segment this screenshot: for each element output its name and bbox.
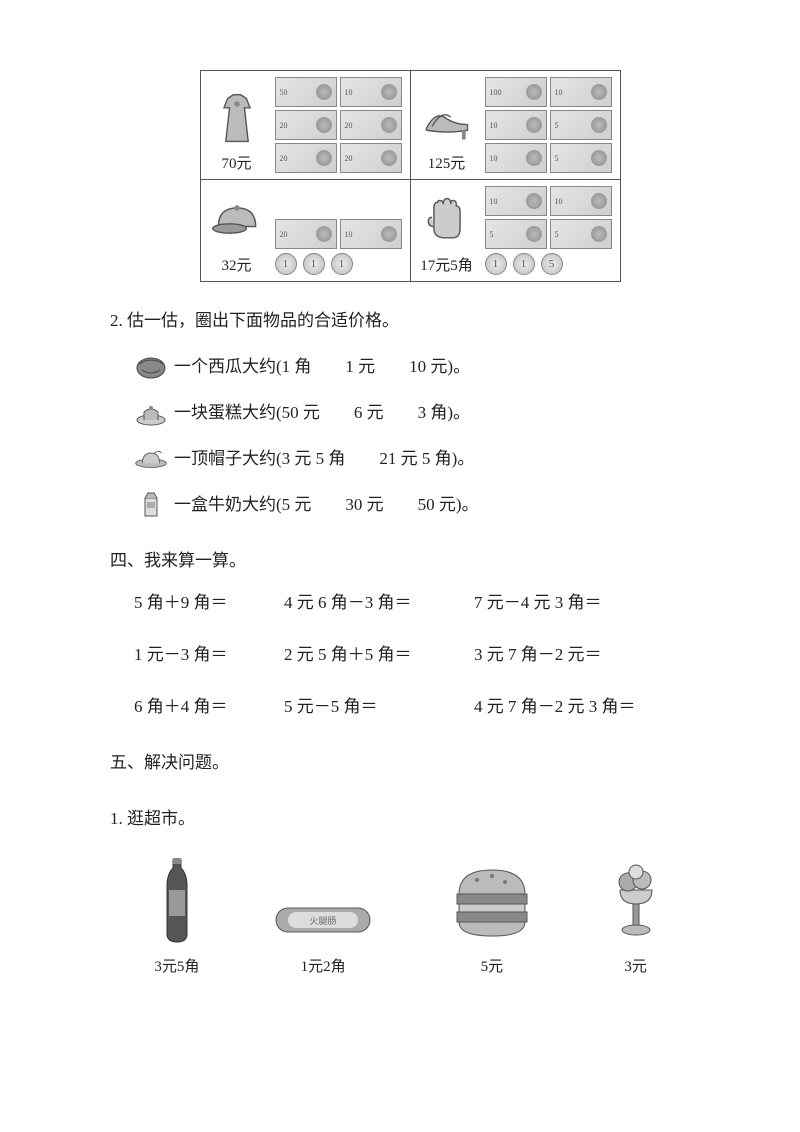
section-4-title: 四、我来算一算。 <box>110 544 710 578</box>
q2-text: 一块蛋糕大约(50 元 6 元 3 角)。 <box>174 396 470 430</box>
cake-icon <box>134 398 168 428</box>
milk-icon <box>134 490 168 520</box>
bill: 10 <box>340 77 402 107</box>
bill: 10 <box>485 186 547 216</box>
coin-icon: 1 <box>513 253 535 275</box>
shop-row: 3元5角 火腿肠 1元2角 5元 <box>110 856 710 982</box>
burger-icon <box>447 856 537 946</box>
bill: 5 <box>550 219 612 249</box>
coin-icon: 5 <box>541 253 563 275</box>
calc-expr: 4 元 7 角－2 元 3 角＝ <box>474 690 694 724</box>
cell-cap: 32元 20 10 1 1 1 <box>200 180 410 282</box>
coin-icon: 1 <box>303 253 325 275</box>
q2-line-hat: 一顶帽子大约(3 元 5 角 21 元 5 角)。 <box>134 442 710 476</box>
bill: 100 <box>485 77 547 107</box>
q2-text: 一个西瓜大约(1 角 1 元 10 元)。 <box>174 350 470 384</box>
coin-icon: 1 <box>331 253 353 275</box>
hat-icon <box>134 444 168 474</box>
calc-row: 5 角＋9 角＝ 4 元 6 角－3 角＝ 7 元－4 元 3 角＝ <box>134 586 710 620</box>
price-label: 3元5角 <box>154 952 199 982</box>
calc-row: 6 角＋4 角＝ 5 元－5 角＝ 4 元 7 角－2 元 3 角＝ <box>134 690 710 724</box>
svg-text:火腿肠: 火腿肠 <box>310 916 337 926</box>
bill: 20 <box>340 143 402 173</box>
calc-expr: 1 元－3 角＝ <box>134 638 284 672</box>
cell-gloves: 17元5角 10 10 5 5 1 1 5 <box>410 180 620 282</box>
calc-expr: 7 元－4 元 3 角＝ <box>474 586 694 620</box>
bills-gloves: 10 10 5 5 <box>485 186 612 249</box>
dress-icon <box>209 91 265 147</box>
bill: 50 <box>275 77 337 107</box>
sausage-icon: 火腿肠 <box>268 856 378 946</box>
cola-icon <box>157 856 197 946</box>
calc-expr: 4 元 6 角－3 角＝ <box>284 586 474 620</box>
cell-dress: 70元 50 10 20 20 20 20 <box>200 71 410 180</box>
bill: 10 <box>550 77 612 107</box>
bill: 5 <box>550 110 612 140</box>
bill: 10 <box>485 110 547 140</box>
calc-expr: 6 角＋4 角＝ <box>134 690 284 724</box>
q2-lead: 2. 估一估，圈出下面物品的合适价格。 <box>110 304 710 338</box>
price-label: 1元2角 <box>301 952 346 982</box>
shop-item-sausage: 火腿肠 1元2角 <box>268 856 378 982</box>
calc-row: 1 元－3 角＝ 2 元 5 角＋5 角＝ 3 元 7 角－2 元＝ <box>134 638 710 672</box>
section-5-title: 五、解决问题。 <box>110 746 710 780</box>
shop-item-cola: 3元5角 <box>154 856 199 982</box>
bill: 20 <box>275 143 337 173</box>
shop-item-icecream: 3元 <box>606 856 666 982</box>
price-label: 3元 <box>624 952 647 982</box>
section-5: 五、解决问题。 1. 逛超市。 3元5角 火腿肠 1元2角 <box>110 746 710 982</box>
calc-expr: 5 角＋9 角＝ <box>134 586 284 620</box>
coins-cap: 1 1 1 <box>275 249 402 275</box>
gloves-icon <box>419 193 475 249</box>
bill: 20 <box>340 110 402 140</box>
price-table: 70元 50 10 20 20 20 20 <box>200 70 621 282</box>
shoes-icon <box>419 91 475 147</box>
calc-expr: 5 元－5 角＝ <box>284 690 474 724</box>
price-label: 32元 <box>221 252 251 275</box>
q2-line-cake: 一块蛋糕大约(50 元 6 元 3 角)。 <box>134 396 710 430</box>
bills-shoes: 100 10 10 5 10 5 <box>485 77 612 173</box>
bill: 5 <box>485 219 547 249</box>
price-label: 125元 <box>428 150 466 173</box>
coins-gloves: 1 1 5 <box>485 249 612 275</box>
price-label: 5元 <box>481 952 504 982</box>
section-4: 四、我来算一算。 5 角＋9 角＝ 4 元 6 角－3 角＝ 7 元－4 元 3… <box>110 544 710 724</box>
bill: 5 <box>550 143 612 173</box>
cap-icon <box>209 193 265 249</box>
calc-expr: 3 元 7 角－2 元＝ <box>474 638 694 672</box>
bills-cap: 20 10 <box>275 219 402 249</box>
icecream-icon <box>606 856 666 946</box>
q2-line-watermelon: 一个西瓜大约(1 角 1 元 10 元)。 <box>134 350 710 384</box>
price-label: 17元5角 <box>420 252 473 275</box>
coin-icon: 1 <box>275 253 297 275</box>
calc-expr: 2 元 5 角＋5 角＝ <box>284 638 474 672</box>
cell-shoes: 125元 100 10 10 5 10 5 <box>410 71 620 180</box>
bills-dress: 50 10 20 20 20 20 <box>275 77 402 173</box>
bill: 10 <box>550 186 612 216</box>
question-2: 2. 估一估，圈出下面物品的合适价格。 一个西瓜大约(1 角 1 元 10 元)… <box>110 304 710 522</box>
price-label: 70元 <box>221 150 251 173</box>
section-5-subtitle: 1. 逛超市。 <box>110 802 710 836</box>
q2-line-milk: 一盒牛奶大约(5 元 30 元 50 元)。 <box>134 488 710 522</box>
q2-text: 一顶帽子大约(3 元 5 角 21 元 5 角)。 <box>174 442 474 476</box>
bill: 20 <box>275 110 337 140</box>
coin-icon: 1 <box>485 253 507 275</box>
bill: 20 <box>275 219 337 249</box>
watermelon-icon <box>134 352 168 382</box>
bill: 10 <box>485 143 547 173</box>
shop-item-burger: 5元 <box>447 856 537 982</box>
bill: 10 <box>340 219 402 249</box>
q2-text: 一盒牛奶大约(5 元 30 元 50 元)。 <box>174 488 479 522</box>
calc-grid: 5 角＋9 角＝ 4 元 6 角－3 角＝ 7 元－4 元 3 角＝ 1 元－3… <box>134 586 710 724</box>
